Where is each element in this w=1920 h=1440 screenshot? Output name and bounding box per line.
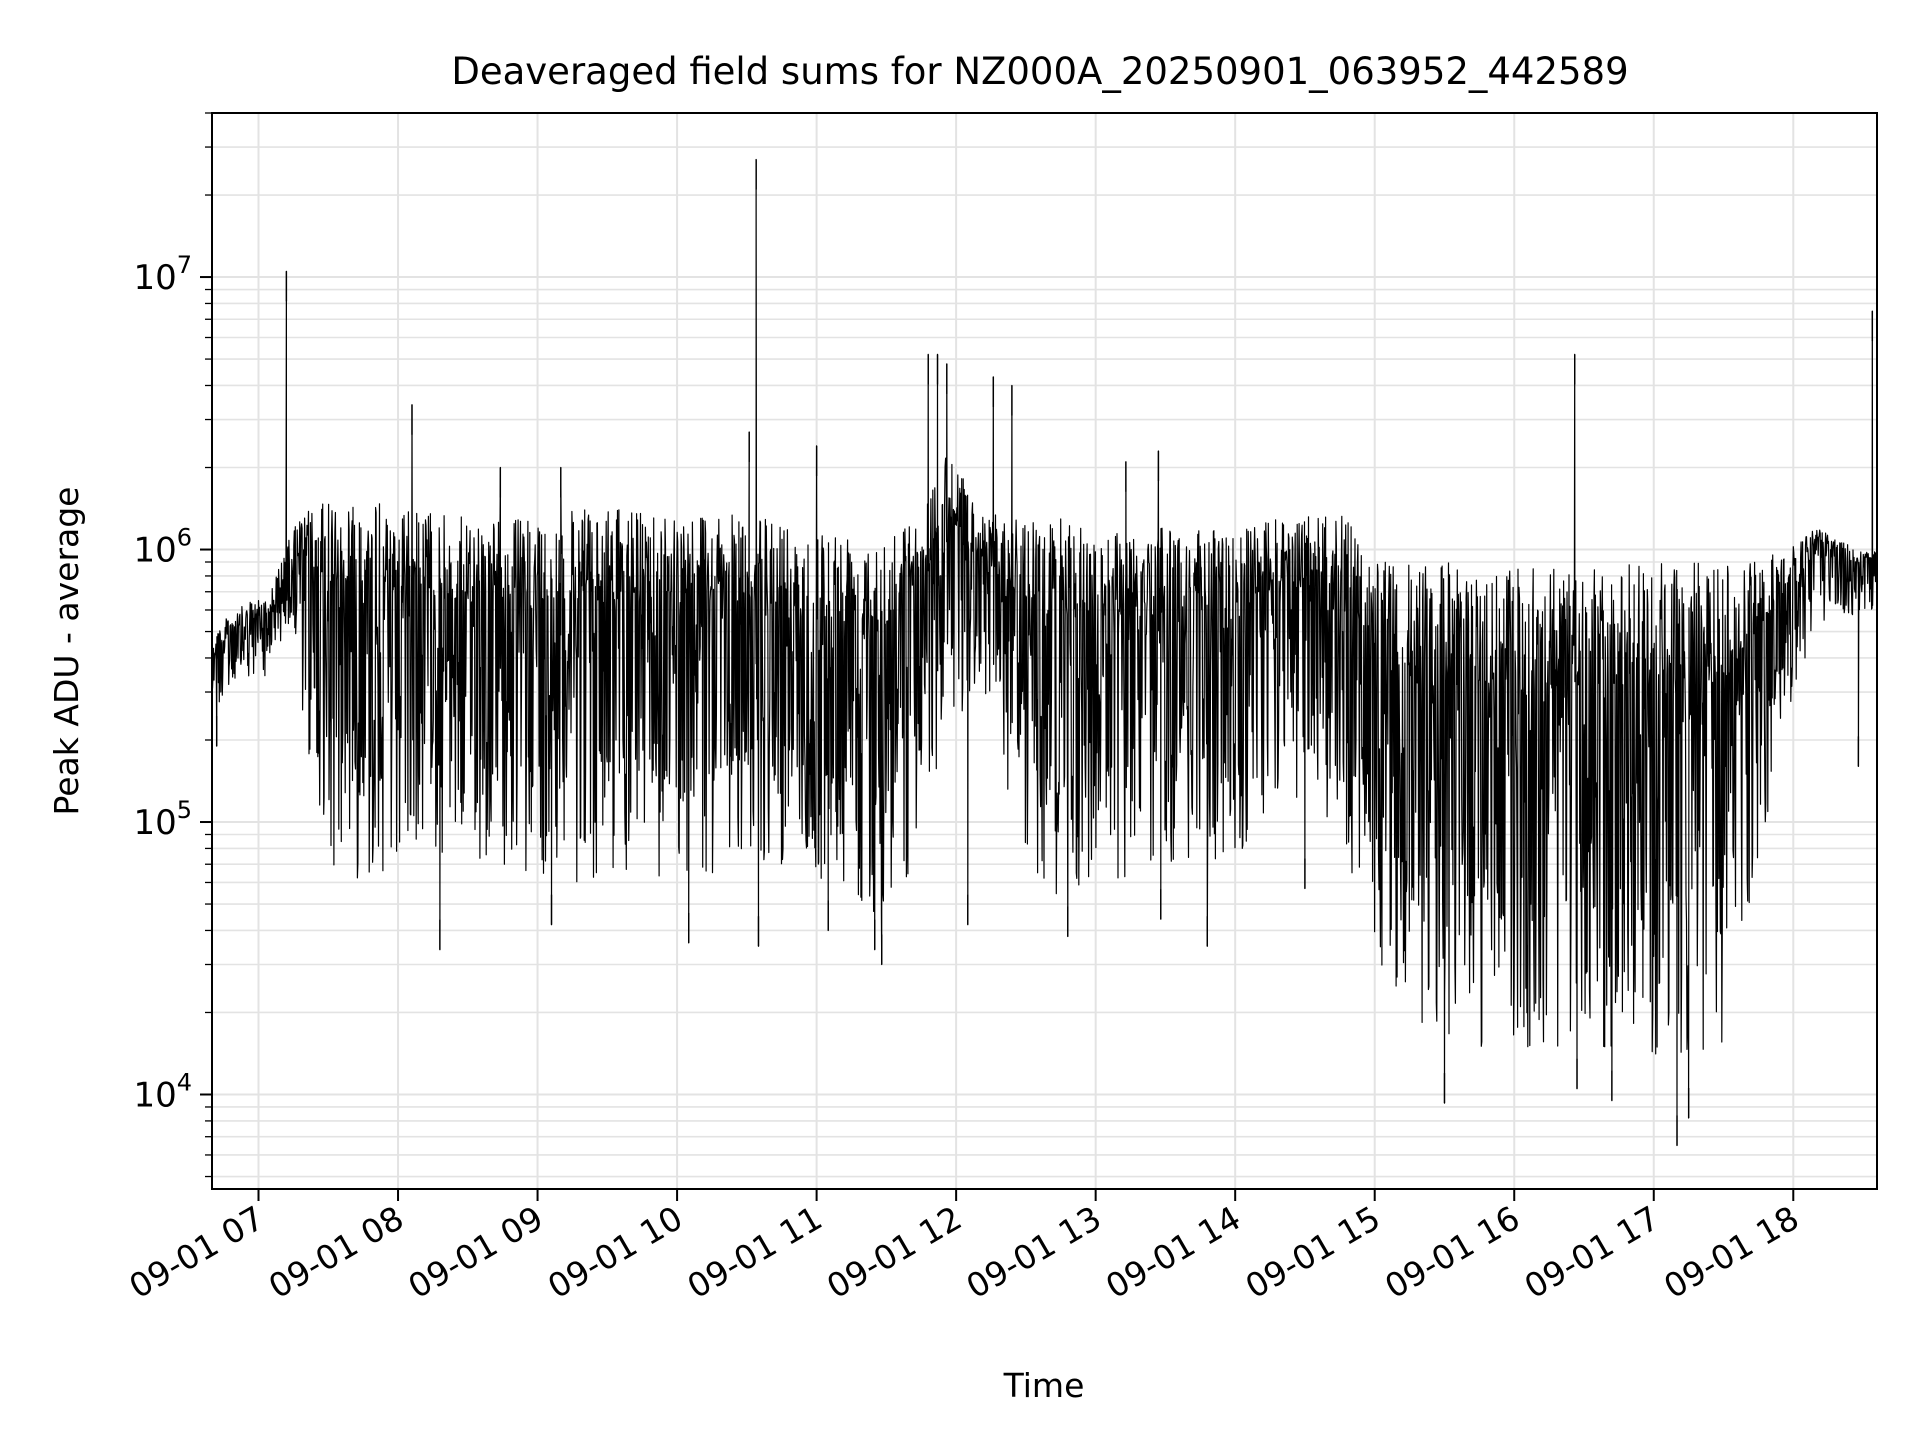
- y-axis-label: Peak ADU - average: [47, 487, 86, 816]
- series-line: [211, 158, 1878, 1147]
- plot-area-frame: [211, 112, 1878, 1190]
- y-tick-label: 105: [133, 796, 192, 843]
- x-axis-label: Time: [1003, 1366, 1085, 1405]
- y-tick-label: 104: [133, 1069, 192, 1116]
- y-tick-label: 107: [133, 251, 192, 298]
- y-tick-label: 106: [133, 524, 192, 571]
- y-axis: 104 105 106 107: [133, 112, 212, 1178]
- chart-title: Deaveraged field sums for NZ000A_2025090…: [451, 50, 1628, 93]
- series-path: [211, 158, 1878, 1147]
